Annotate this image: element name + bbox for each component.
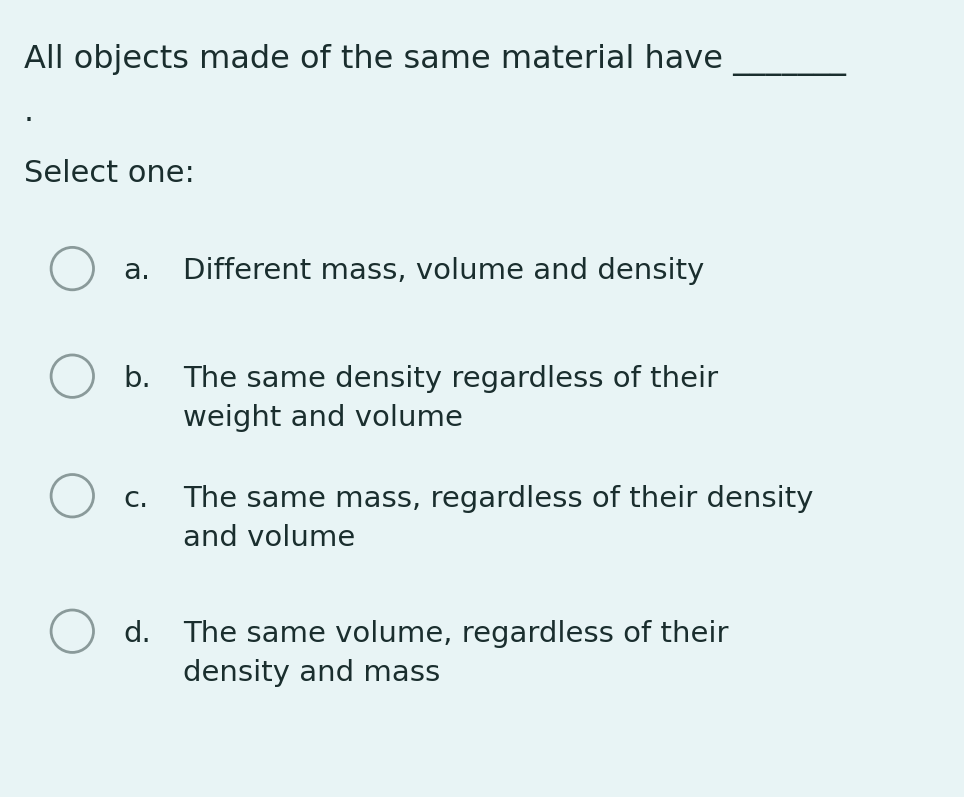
Text: Select one:: Select one:: [24, 159, 195, 188]
Text: All objects made of the same material have _______: All objects made of the same material ha…: [24, 44, 846, 76]
Text: The same volume, regardless of their
density and mass: The same volume, regardless of their den…: [183, 620, 729, 687]
Text: .: .: [24, 97, 35, 128]
Text: The same mass, regardless of their density
and volume: The same mass, regardless of their densi…: [183, 485, 814, 552]
Text: c.: c.: [123, 485, 148, 512]
Text: d.: d.: [123, 620, 151, 648]
Text: The same density regardless of their
weight and volume: The same density regardless of their wei…: [183, 365, 718, 432]
Text: Different mass, volume and density: Different mass, volume and density: [183, 257, 705, 285]
Text: b.: b.: [123, 365, 151, 393]
Text: a.: a.: [123, 257, 150, 285]
